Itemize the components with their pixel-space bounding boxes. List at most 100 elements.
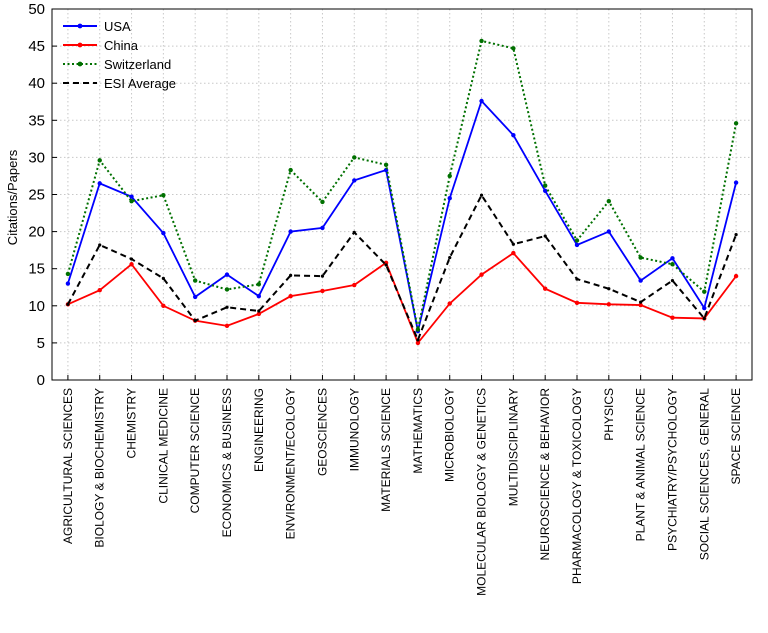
series-line (67, 251, 737, 345)
y-tick-label: 40 (28, 75, 45, 92)
data-point (66, 302, 70, 306)
data-point (606, 229, 612, 234)
data-point (97, 288, 102, 293)
x-category-label: MOLECULAR BIOLOGY & GENETICS (475, 388, 489, 596)
series-usa (65, 98, 739, 334)
data-point (129, 198, 134, 204)
data-point (734, 232, 738, 237)
x-category-label: SPACE SCIENCE (729, 388, 743, 484)
y-tick-label: 45 (28, 38, 45, 55)
data-point (447, 173, 452, 179)
data-point (670, 256, 675, 261)
data-point (352, 282, 357, 288)
data-point (65, 281, 71, 286)
series-line (66, 39, 738, 330)
data-point (256, 293, 262, 299)
data-point (288, 229, 293, 234)
series-switzerland (65, 38, 739, 332)
y-tick-label: 10 (28, 298, 45, 315)
data-point (606, 302, 612, 307)
x-category-label: AGRICULTURAL SCIENCES (61, 388, 75, 544)
data-point (415, 340, 421, 346)
legend-item: ESI Average (63, 76, 176, 91)
data-point (574, 300, 580, 306)
data-point (479, 98, 484, 104)
data-point (257, 309, 261, 313)
y-tick-label: 50 (28, 1, 45, 18)
data-point (543, 234, 547, 238)
data-point (320, 225, 325, 231)
x-category-label: COMPUTER SCIENCE (188, 388, 202, 513)
data-point (575, 277, 579, 281)
y-tick-label: 0 (37, 372, 45, 389)
data-point (225, 305, 229, 309)
data-point (733, 180, 739, 185)
data-point (574, 238, 580, 243)
data-point (479, 38, 484, 44)
x-category-label: PLANT & ANIMAL SCIENCE (634, 388, 648, 541)
data-point (161, 303, 166, 308)
data-point (638, 278, 643, 283)
data-point (161, 230, 166, 236)
x-category-label: MICROBIOLOGY (443, 388, 457, 482)
x-category-label: ENGINEERING (252, 388, 266, 472)
legend-marker (77, 42, 83, 48)
y-tick-label: 35 (28, 112, 45, 129)
data-point (161, 276, 165, 280)
x-axis-ticks: AGRICULTURAL SCIENCES BIOLOGY & BIOCHEMIS… (61, 375, 743, 596)
data-point (352, 178, 357, 183)
data-point (511, 250, 516, 256)
legend-label: ESI Average (104, 76, 176, 91)
data-point (288, 293, 293, 299)
data-point (193, 319, 197, 323)
data-point (733, 273, 739, 279)
data-point (542, 188, 548, 193)
data-point (97, 158, 102, 163)
data-point (448, 255, 452, 260)
y-axis-ticks: 0 5 10 15 20 25 30 35 40 45 50 (28, 1, 57, 389)
y-tick-label: 25 (28, 187, 45, 204)
x-category-label: BIOLOGY & BIOCHEMISTRY (93, 388, 107, 548)
data-point (639, 300, 643, 304)
data-point (192, 278, 198, 283)
data-point (670, 278, 675, 283)
series-esi-average (66, 193, 738, 343)
data-point (256, 282, 262, 287)
data-point (320, 199, 325, 205)
data-point (479, 272, 484, 277)
data-point (256, 311, 262, 317)
x-category-label: ENVIRONMENT/ECOLOGY (284, 388, 298, 539)
legend-label: China (104, 38, 139, 53)
data-point (416, 338, 420, 342)
data-point (320, 274, 325, 278)
data-point (98, 243, 102, 247)
data-point (607, 287, 611, 291)
data-point (192, 294, 198, 300)
data-point (702, 316, 706, 321)
data-point (129, 194, 134, 199)
x-category-label: PSYCHIATRY/PSYCHOLOGY (665, 388, 679, 551)
x-category-label: PHARMACOLOGY & TOXICOLOGY (570, 388, 584, 584)
data-point (384, 263, 388, 267)
data-point (289, 273, 293, 277)
data-point (65, 271, 71, 277)
x-category-label: CHEMISTRY (125, 388, 139, 458)
data-point (606, 198, 612, 204)
data-series (65, 38, 739, 346)
x-category-label: MULTIDISCIPLINARY (506, 388, 520, 506)
data-point (733, 121, 739, 126)
data-point (352, 230, 356, 234)
data-point (574, 242, 580, 248)
x-category-label: NEUROSCIENCE & BEHAVIOR (538, 388, 552, 561)
y-axis-title: Citations/Papers (5, 149, 20, 245)
data-point (542, 286, 548, 291)
x-category-label: GEOSCIENCES (315, 388, 329, 476)
x-category-label: PHYSICS (602, 388, 616, 441)
data-point (288, 167, 293, 173)
series-line (67, 99, 737, 332)
data-point (415, 327, 421, 332)
data-point (670, 315, 675, 320)
legend-item: Switzerland (63, 57, 171, 72)
x-category-label: CLINICAL MEDICINE (156, 388, 170, 504)
